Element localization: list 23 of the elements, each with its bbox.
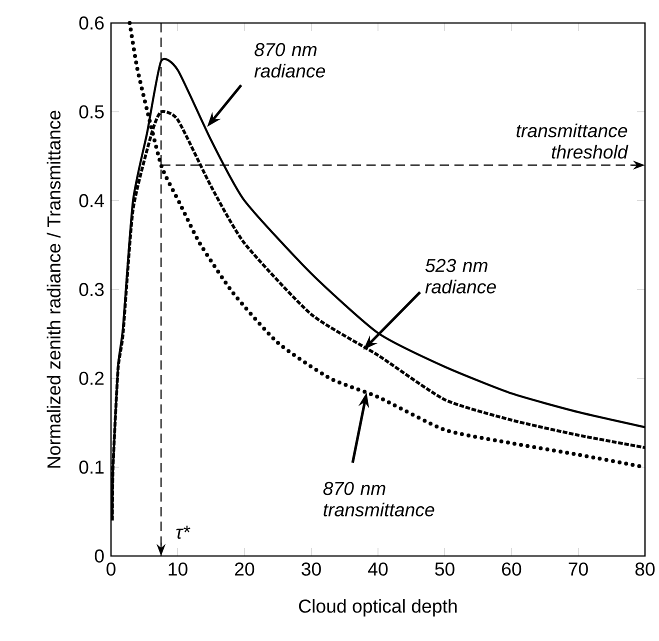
annotation: 870 nm radiance [254, 43, 326, 78]
annotation: 523 nm radiance [425, 258, 496, 294]
x-axis-title: Cloud optical depth [299, 599, 457, 616]
x-tick-label: 40 [368, 562, 388, 576]
y-axis-title: Normalized zenith radiance / Transmittance [46, 110, 61, 468]
y-tick-label: 0.3 [79, 282, 104, 296]
y-tick-label: 0.6 [79, 16, 104, 30]
annotation: 870 nm transmittance [323, 482, 434, 516]
y-tick-label: 0.1 [79, 460, 104, 474]
x-tick-label: 20 [235, 562, 254, 576]
x-tick-label: 30 [302, 562, 321, 576]
x-tick-label: 0 [106, 562, 116, 576]
y-tick-label: 0.5 [79, 105, 104, 118]
ref-line-label: τ* [176, 526, 190, 539]
x-tick-label: 80 [635, 562, 655, 576]
x-tick-label: 50 [435, 562, 454, 576]
y-tick-label: 0.4 [79, 194, 104, 208]
ref-line-label: transmittance threshold [516, 124, 628, 159]
x-tick-label: 70 [568, 562, 588, 576]
x-tick-label: 10 [168, 562, 188, 576]
y-tick-label: 0.2 [79, 372, 104, 385]
y-tick-label: 0 [94, 549, 104, 563]
x-tick-label: 60 [502, 562, 522, 576]
